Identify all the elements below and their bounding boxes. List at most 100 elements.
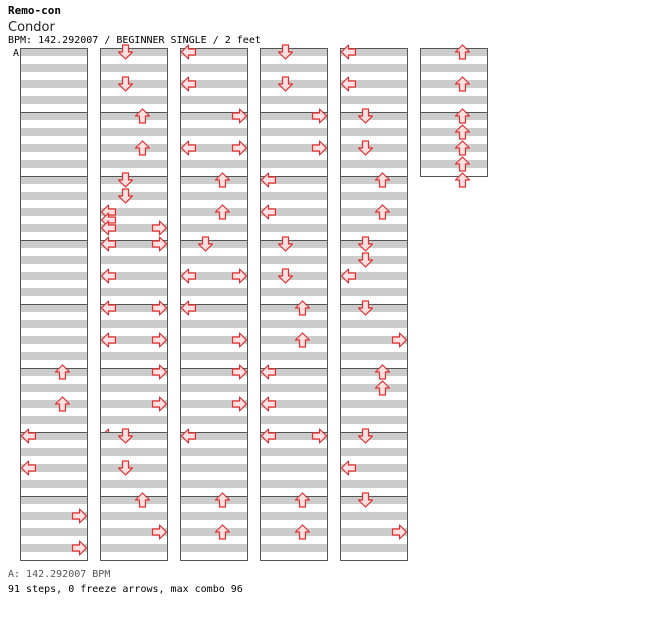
- right-arrow-note: [71, 508, 88, 524]
- right-arrow-note: [231, 268, 248, 284]
- measure-32: [260, 492, 328, 561]
- left-arrow-note: [180, 44, 197, 60]
- measure-18: [180, 108, 248, 177]
- up-arrow-note: [294, 492, 311, 508]
- down-arrow-note: [357, 236, 374, 252]
- up-arrow-note: [374, 380, 391, 396]
- down-arrow-note: [357, 252, 374, 268]
- up-arrow-note: [454, 44, 471, 60]
- measure-19: [180, 172, 248, 241]
- right-arrow-note: [151, 220, 168, 236]
- measure-12: [100, 236, 168, 305]
- measure-2: [20, 112, 88, 177]
- up-arrow-note: [454, 140, 471, 156]
- down-arrow-note: [117, 76, 134, 92]
- measure-28: [260, 236, 328, 305]
- up-arrow-note: [454, 124, 471, 140]
- right-arrow-note: [151, 332, 168, 348]
- down-arrow-note: [117, 44, 134, 60]
- up-arrow-note: [294, 524, 311, 540]
- measure-34: [340, 108, 408, 177]
- right-arrow-note: [311, 108, 328, 124]
- right-arrow-note: [151, 236, 168, 252]
- left-arrow-note: [180, 76, 197, 92]
- down-arrow-note: [277, 76, 294, 92]
- measure-33: [340, 44, 408, 113]
- left-arrow-note: [20, 428, 37, 444]
- up-arrow-note: [454, 76, 471, 92]
- measure-21: [180, 300, 248, 369]
- up-arrow-note: [454, 108, 471, 124]
- down-arrow-note: [277, 44, 294, 60]
- down-arrow-note: [197, 236, 214, 252]
- measure-41: [420, 44, 488, 113]
- right-arrow-note: [71, 540, 88, 556]
- measure-23: [180, 428, 248, 497]
- left-arrow-note: [100, 268, 117, 284]
- measure-20: [180, 236, 248, 305]
- measure-4: [20, 240, 88, 305]
- measure-24: [180, 492, 248, 561]
- chart-info: BPM: 142.292007 / BEGINNER SINGLE / 2 fe…: [8, 35, 261, 46]
- up-arrow-note: [454, 156, 471, 172]
- measure-22: [180, 364, 248, 433]
- measure-17: [180, 44, 248, 113]
- up-arrow-note: [214, 204, 231, 220]
- up-arrow-note: [374, 364, 391, 380]
- left-arrow-note: [260, 172, 277, 188]
- measure-42: [420, 108, 488, 188]
- left-arrow-note: [340, 460, 357, 476]
- down-arrow-note: [117, 428, 134, 444]
- left-arrow-note: [260, 428, 277, 444]
- left-arrow-note: [180, 300, 197, 316]
- left-arrow-note: [100, 236, 117, 252]
- right-arrow-note: [231, 332, 248, 348]
- measure-13: [100, 300, 168, 369]
- left-arrow-note: [340, 268, 357, 284]
- measure-38: [340, 364, 408, 433]
- right-arrow-note: [151, 300, 168, 316]
- down-arrow-note: [117, 460, 134, 476]
- left-arrow-note: [180, 428, 197, 444]
- left-arrow-note: [260, 396, 277, 412]
- measure-10: [100, 108, 168, 177]
- up-arrow-note: [374, 204, 391, 220]
- down-arrow-note: [357, 140, 374, 156]
- right-arrow-note: [151, 396, 168, 412]
- right-arrow-note: [231, 396, 248, 412]
- up-arrow-note: [134, 140, 151, 156]
- step-summary: 91 steps, 0 freeze arrows, max combo 96: [8, 584, 243, 595]
- measure-5: [20, 304, 88, 369]
- up-arrow-note: [54, 364, 71, 380]
- right-arrow-note: [231, 140, 248, 156]
- up-arrow-note: [54, 396, 71, 412]
- right-arrow-note: [231, 364, 248, 380]
- down-arrow-note: [117, 188, 134, 204]
- measure-15: [100, 428, 168, 497]
- measure-30: [260, 364, 328, 433]
- left-arrow-note: [100, 332, 117, 348]
- measure-1: [20, 48, 88, 113]
- bpm-legend: A: 142.292007 BPM: [8, 569, 111, 580]
- down-arrow-note: [357, 300, 374, 316]
- measure-3: [20, 176, 88, 241]
- right-arrow-note: [391, 524, 408, 540]
- measure-9: [100, 44, 168, 113]
- up-arrow-note: [214, 172, 231, 188]
- right-arrow-note: [311, 428, 328, 444]
- measure-8: [20, 496, 88, 561]
- up-arrow-note: [214, 492, 231, 508]
- measure-36: [340, 236, 408, 305]
- measure-7: [20, 428, 88, 497]
- song-title: Condor: [8, 20, 55, 35]
- bpm-marker-label: A: [13, 48, 20, 59]
- right-arrow-note: [151, 524, 168, 540]
- down-arrow-note: [277, 268, 294, 284]
- measure-39: [340, 428, 408, 497]
- left-arrow-note: [100, 300, 117, 316]
- left-arrow-note: [20, 460, 37, 476]
- up-arrow-note: [294, 300, 311, 316]
- up-arrow-note: [134, 108, 151, 124]
- down-arrow-note: [277, 236, 294, 252]
